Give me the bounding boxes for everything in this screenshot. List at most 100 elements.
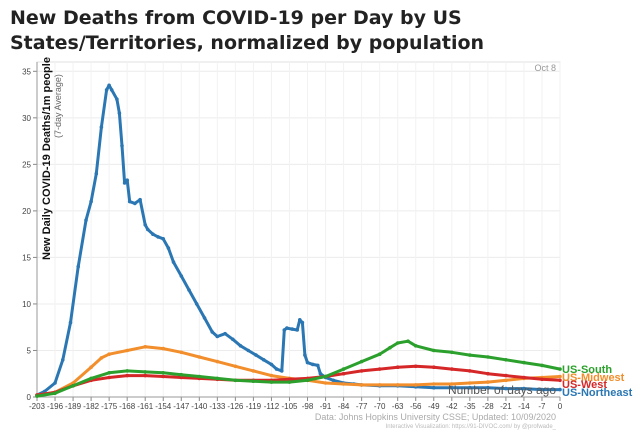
data-point-us-midwest [558,374,562,379]
data-point-us-west [486,371,490,376]
x-tick-label: -77 [356,402,368,411]
y-tick-label: 0 [27,393,32,402]
data-point-us-northeast [215,334,220,339]
data-point-us-south [323,374,328,379]
data-point-us-northeast [254,353,258,357]
data-point-us-northeast [120,144,124,148]
data-point-us-south [468,353,472,357]
data-point-us-midwest [233,364,238,369]
plot-area [36,61,561,398]
x-tick-label: -84 [338,402,350,411]
x-tick-label: -175 [101,402,118,411]
data-point-us-northeast [125,178,129,182]
data-point-us-northeast [166,246,171,250]
data-point-us-northeast [305,360,310,365]
data-point-us-south [35,394,39,398]
data-point-us-midwest [323,381,328,385]
data-point-us-northeast [151,232,155,236]
y-tick-label: 20 [22,207,31,216]
x-tick-label: -203 [29,402,46,411]
data-point-us-west [107,375,111,380]
data-point-us-northeast [61,358,65,362]
series-label-west: US-West [562,379,607,391]
data-point-us-south [432,348,436,353]
data-point-us-south [53,391,57,396]
data-point-us-south [215,376,220,381]
y-tick-label: 25 [22,160,31,169]
data-point-us-northeast [171,260,176,264]
x-tick-label: -140 [191,402,208,411]
data-point-us-south [71,384,75,388]
data-point-us-midwest [197,355,202,359]
series-line-us-south [35,339,562,398]
data-point-us-northeast [84,218,88,222]
data-point-us-south [89,376,93,381]
data-point-us-northeast [310,362,315,367]
data-point-us-northeast [109,88,114,92]
chart-title: New Deaths from COVID-19 per Day by US S… [10,7,485,54]
data-point-us-northeast [223,331,227,336]
data-point-us-northeast [161,237,165,241]
data-point-us-northeast [282,328,287,332]
data-point-us-south [413,344,418,348]
data-point-us-south [233,378,238,383]
x-tick-label: -91 [320,402,332,411]
series-label-northeast: US-Northeast [562,387,633,399]
data-point-us-midwest [179,350,184,355]
data-point-us-northeast [76,264,80,269]
data-point-us-south [558,367,562,371]
data-point-us-midwest [99,356,104,360]
data-point-us-west [377,367,382,371]
data-point-us-south [179,372,184,377]
y-tick-label: 10 [22,300,31,309]
x-tick-label: -42 [446,402,458,411]
data-point-us-south [161,371,165,375]
x-tick-label: -63 [392,402,404,411]
data-point-us-northeast [486,385,490,390]
data-point-us-midwest [395,383,400,387]
x-tick-label: -119 [246,402,262,411]
data-point-us-northeast [280,369,284,373]
data-point-us-south [269,380,274,384]
data-point-us-west [341,371,346,376]
data-point-us-northeast [269,362,274,367]
data-point-us-south [107,371,111,375]
data-point-us-west [468,369,472,373]
data-point-us-northeast [202,316,207,320]
y-tick-label: 5 [27,346,32,355]
data-point-us-northeast [146,227,150,232]
data-point-us-midwest [143,345,147,349]
data-point-us-south [388,345,392,350]
data-point-us-west [287,377,292,382]
y-tick-label: 35 [22,67,31,76]
x-tick-label: -112 [264,402,280,411]
data-point-us-northeast [246,348,251,353]
x-tick-label: -28 [482,402,494,411]
data-point-us-northeast [179,274,184,278]
x-tick-label: -98 [302,402,314,411]
series-label-midwest: US-Midwest [562,372,625,384]
data-point-us-northeast [133,201,137,206]
x-tick-label: -105 [281,402,298,411]
x-axis: -203 -196 -189 -182 -175 -168 -161 -154 -147 -140… [29,396,563,411]
data-point-us-west [161,374,165,379]
credit-note: Interactive Visualization: https://91-DI… [386,424,557,430]
data-point-us-northeast [468,385,472,390]
data-point-us-south [125,369,129,373]
data-point-us-northeast [122,181,127,185]
data-point-us-northeast [298,318,302,322]
data-point-us-northeast [187,288,191,292]
data-point-us-northeast [558,387,562,392]
y-axis: 0 5 10 15 20 25 30 35 [22,62,38,402]
series-lines [35,83,562,398]
x-tick-label: -182 [83,402,100,411]
data-point-us-west [413,364,418,369]
date-corner-label: Oct 8 [534,63,556,73]
data-point-us-northeast [300,320,305,325]
data-point-us-south [377,352,382,357]
y-tick-label: 30 [22,114,31,123]
data-point-us-northeast [117,111,122,115]
data-point-us-west [432,365,436,370]
data-point-us-northeast [115,97,119,101]
data-point-us-south [197,374,202,379]
